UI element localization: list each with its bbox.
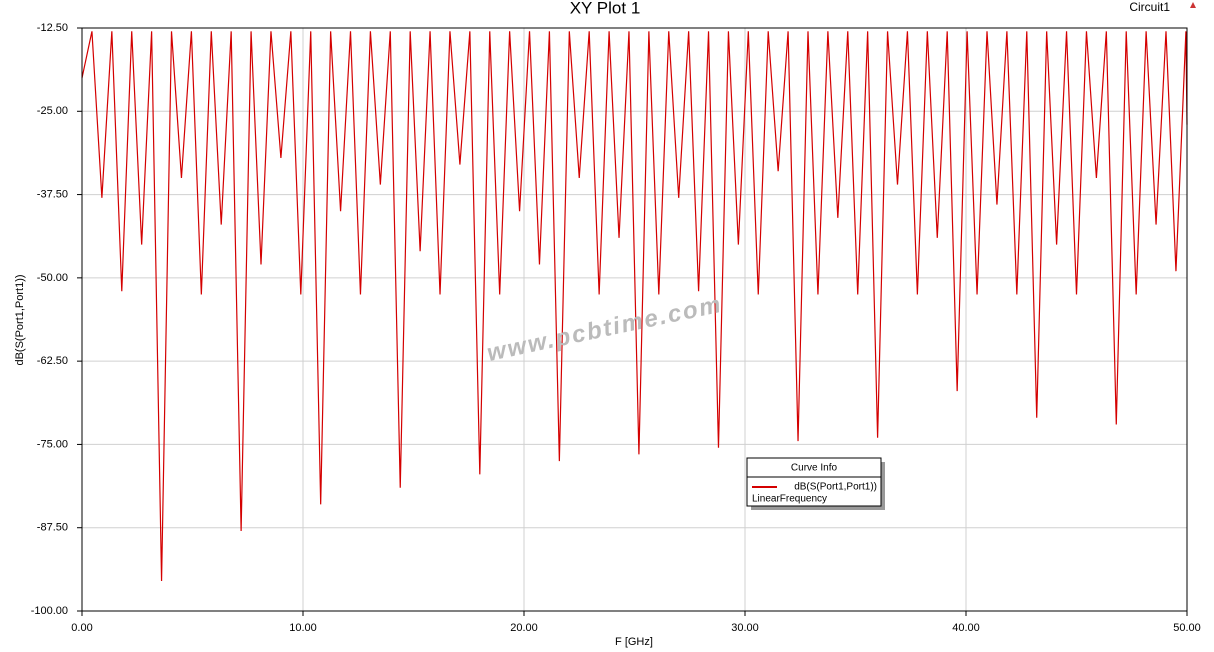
y-axis-label: dB(S(Port1,Port1)): [14, 274, 26, 365]
corner-icon: [1190, 2, 1196, 8]
y-tick-label: -25.00: [37, 105, 68, 117]
x-axis-label: F [GHz]: [615, 636, 653, 648]
corner-label: Circuit1: [1129, 0, 1170, 14]
plot-area: -12.50 -25.00 -37.50 -50.00 -62.50 -75.00 -87.…: [31, 22, 1201, 634]
x-tick-label: 0.00: [71, 622, 92, 634]
x-tick-label: 20.00: [510, 622, 538, 634]
chart-title: XY Plot 1: [570, 0, 641, 17]
y-tick-label: -75.00: [37, 438, 68, 450]
plot-frame: [81, 27, 1188, 612]
x-tick-label: 30.00: [731, 622, 759, 634]
legend: Curve Info dB(S(Port1,Port1)) LinearFreq…: [746, 457, 885, 510]
y-tick-label: -12.50: [37, 22, 68, 34]
x-tick-label: 40.00: [952, 622, 980, 634]
y-tick-label: -37.50: [37, 188, 68, 200]
x-tick-label: 50.00: [1173, 622, 1201, 634]
legend-note: LinearFrequency: [752, 494, 827, 505]
legend-box: [746, 457, 882, 507]
legend-title: Curve Info: [791, 463, 838, 474]
plot-background: [82, 28, 1187, 611]
y-tick-label: -50.00: [37, 272, 68, 284]
y-tick-label: -62.50: [37, 355, 68, 367]
y-tick-label: -87.50: [37, 522, 68, 534]
legend-entry: dB(S(Port1,Port1)): [794, 482, 877, 493]
y-tick-label: -100.00: [31, 605, 68, 617]
x-tick-label: 10.00: [289, 622, 317, 634]
series-line: [81, 31, 1188, 582]
